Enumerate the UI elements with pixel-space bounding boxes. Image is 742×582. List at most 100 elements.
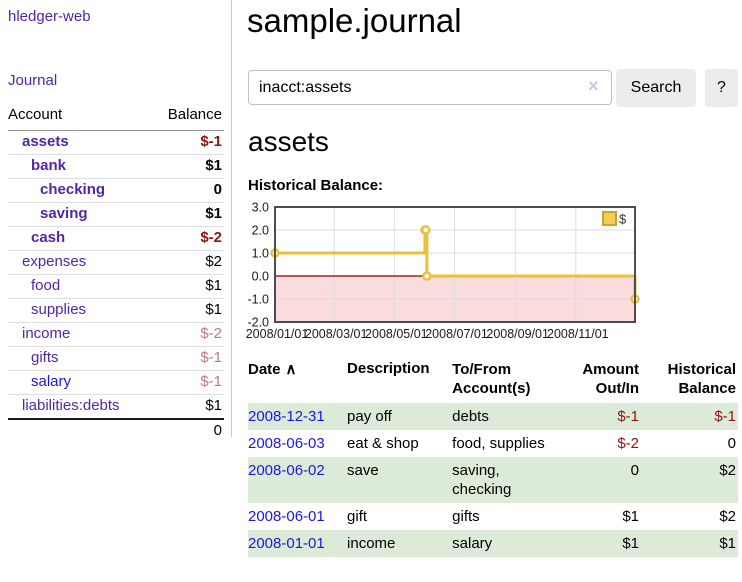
transaction-row: 2008-06-01 gift gifts $1 $2 (248, 503, 738, 530)
account-row-gifts: gifts $-1 (8, 346, 224, 370)
accounts-tree: Account Balance assets $-1 bank $1 check… (8, 106, 224, 442)
transaction-accounts: debts (452, 408, 489, 425)
account-row-assets: assets $-1 (8, 130, 224, 154)
account-row-cash: cash $-2 (8, 226, 224, 250)
svg-text:-2.0: -2.0 (247, 316, 269, 330)
help-button[interactable]: ? (705, 69, 738, 107)
register-header-balance: Historical Balance (667, 361, 736, 397)
register-table: Date ∧ Description To/From Account(s) Amo… (248, 357, 738, 557)
account-link[interactable]: checking (40, 181, 106, 198)
account-link[interactable]: income (22, 325, 71, 342)
svg-text:2008/03/01: 2008/03/01 (305, 327, 368, 341)
transaction-balance: 0 (727, 435, 736, 452)
account-row-checking: checking 0 (8, 178, 224, 202)
accounts-header-balance: Balance (167, 106, 222, 123)
svg-text:2008/09/01: 2008/09/01 (486, 327, 549, 341)
account-balance: $-1 (200, 133, 222, 150)
search-form: × Search ? (248, 69, 742, 107)
clear-search-icon[interactable]: × (588, 76, 599, 96)
svg-text:2008/07/01: 2008/07/01 (425, 327, 488, 341)
account-link[interactable]: liabilities:debts (22, 397, 120, 414)
chart-canvas[interactable]: -2.0 -1.0 0.0 1.0 2.0 3.0 2008/01/012008/03/01… (246, 201, 742, 347)
accounts-total-value: 0 (213, 422, 222, 439)
account-link[interactable]: saving (40, 205, 88, 222)
transaction-balance: $-1 (714, 408, 736, 425)
transaction-description: gift (347, 508, 368, 525)
account-row-saving: saving $1 (8, 202, 224, 226)
register-header-date[interactable]: Date ∧ (248, 361, 297, 378)
account-row-income: income $-2 (8, 322, 224, 346)
account-balance: $1 (205, 301, 222, 318)
svg-text:$: $ (619, 212, 627, 227)
account-balance: $-2 (200, 325, 222, 342)
search-input[interactable] (248, 70, 612, 105)
transaction-balance: $2 (719, 508, 736, 525)
transaction-amount: $1 (622, 535, 639, 552)
transaction-row: 2008-01-01 income salary $1 $1 (248, 530, 738, 557)
svg-text:3.0: 3.0 (252, 201, 269, 215)
transaction-amount: 0 (630, 462, 639, 479)
account-balance: $1 (205, 277, 222, 294)
transaction-description: save (347, 462, 379, 479)
account-page-title: assets (248, 126, 329, 157)
svg-text:-1.0: -1.0 (247, 293, 269, 307)
transaction-balance: $1 (719, 535, 736, 552)
account-balance: $1 (205, 397, 222, 414)
account-link[interactable]: supplies (31, 301, 87, 318)
account-row-salary: salary $-1 (8, 370, 224, 394)
search-button[interactable]: Search (616, 69, 696, 107)
account-link[interactable]: assets (22, 133, 69, 150)
account-link[interactable]: cash (31, 229, 66, 246)
register-header-accounts: To/From Account(s) (452, 361, 531, 397)
transaction-accounts: food, supplies (452, 435, 545, 452)
transaction-row: 2008-12-31 pay off debts $-1 $-1 (248, 403, 738, 430)
historical-balance-chart[interactable]: -2.0 -1.0 0.0 1.0 2.0 3.0 2008/01/01 2008/03/01… (246, 201, 742, 347)
transaction-description: pay off (347, 408, 392, 425)
account-row-bank: bank $1 (8, 154, 224, 178)
register-header-amount: Amount Out/In (582, 361, 639, 397)
account-link[interactable]: bank (31, 157, 67, 174)
sidebar-item-journal[interactable]: Journal (8, 72, 58, 89)
transaction-amount: $-1 (617, 408, 639, 425)
account-row-supplies: supplies $1 (8, 298, 224, 322)
transaction-balance: $2 (719, 462, 736, 479)
account-link[interactable]: food (31, 277, 61, 294)
account-row-expenses: expenses $2 (8, 250, 224, 274)
accounts-total-row: 0 (8, 418, 224, 442)
transaction-date-link[interactable]: 2008-01-01 (248, 535, 325, 552)
account-link[interactable]: gifts (31, 349, 59, 366)
account-balance: $-1 (200, 373, 222, 390)
chart-label: Historical Balance: (248, 177, 384, 194)
register-header-description: Description (347, 360, 430, 377)
account-balance: $1 (205, 205, 222, 222)
sidebar: hledger-web Journal Account Balance asse… (0, 0, 232, 439)
transaction-accounts: gifts (452, 508, 480, 525)
transaction-date-link[interactable]: 2008-06-03 (248, 435, 325, 452)
account-balance: $1 (205, 157, 222, 174)
transaction-accounts: saving, checking (452, 462, 512, 498)
accounts-header-account: Account (8, 106, 63, 123)
transaction-row: 2008-06-02 save saving, checking 0 $2 (248, 457, 738, 503)
transaction-description: income (347, 535, 396, 552)
account-balance: $-1 (200, 349, 222, 366)
account-link[interactable]: salary (31, 373, 72, 390)
page-title: sample.journal (247, 2, 462, 39)
sort-ascending-icon: ∧ (285, 361, 297, 378)
account-link[interactable]: expenses (22, 253, 87, 270)
transaction-row: 2008-06-03 eat & shop food, supplies $-2… (248, 430, 738, 457)
account-row-food: food $1 (8, 274, 224, 298)
transaction-date-link[interactable]: 2008-06-01 (248, 508, 325, 525)
svg-text:2008/01/01: 2008/01/01 (246, 327, 309, 341)
account-balance: $-2 (200, 229, 222, 246)
svg-text:2.0: 2.0 (252, 224, 269, 238)
account-row-liabilities-debts: liabilities:debts $1 (8, 394, 224, 418)
transaction-date-link[interactable]: 2008-06-02 (248, 462, 325, 479)
transaction-accounts: salary (452, 535, 493, 552)
transaction-date-link[interactable]: 2008-12-31 (248, 408, 325, 425)
transaction-amount: $1 (622, 508, 639, 525)
transaction-description: eat & shop (347, 435, 419, 452)
transaction-amount: $-2 (617, 435, 639, 452)
svg-text:2008/11/01: 2008/11/01 (547, 327, 609, 341)
app-title-link[interactable]: hledger-web (8, 8, 91, 25)
